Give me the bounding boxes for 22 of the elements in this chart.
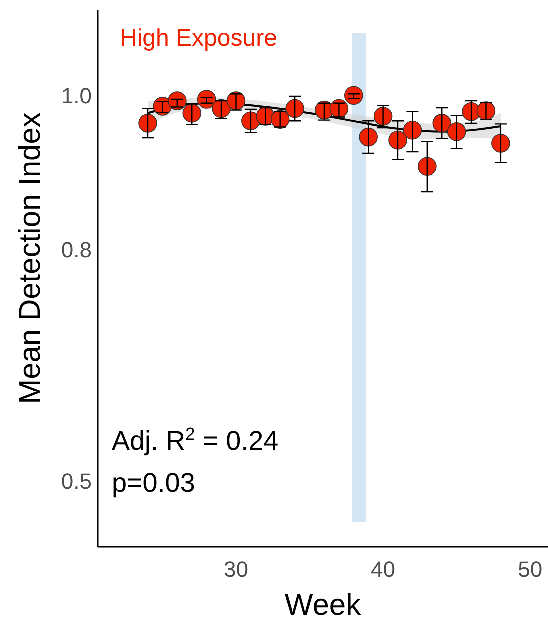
y-tick-label: 0.5 bbox=[61, 469, 92, 494]
point bbox=[492, 134, 510, 153]
point bbox=[359, 128, 378, 147]
x-tick-label: 40 bbox=[371, 557, 396, 582]
y-axis-title: Mean Detection Index bbox=[14, 112, 47, 404]
y-tick-label: 1.0 bbox=[61, 83, 92, 108]
text: High Exposure bbox=[120, 25, 278, 52]
x-tick-label: 50 bbox=[518, 557, 543, 582]
point bbox=[270, 110, 290, 129]
point bbox=[388, 130, 408, 150]
point bbox=[476, 102, 496, 120]
x-axis-title: Week bbox=[284, 589, 362, 621]
point bbox=[138, 114, 158, 133]
y-tick-label: 0.8 bbox=[61, 238, 92, 263]
point bbox=[286, 99, 304, 118]
point bbox=[256, 107, 276, 126]
annotation: Adj. R$^{2}$ = 0.24 bbox=[112, 424, 279, 456]
annotation: p=0.03 bbox=[112, 468, 196, 498]
point bbox=[182, 104, 202, 123]
point bbox=[432, 114, 452, 133]
x-tick-label: 30 bbox=[224, 557, 248, 582]
point bbox=[418, 157, 437, 176]
